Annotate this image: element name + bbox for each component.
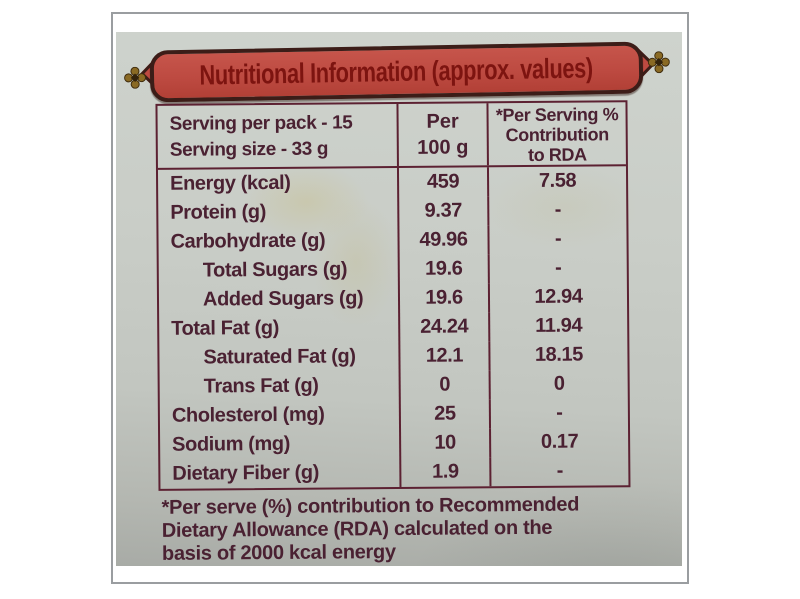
rda-footnote: *Per serve (%) contribution to Recommend… — [162, 493, 655, 566]
rda-percent-value: 11.94 — [488, 311, 628, 342]
rda-percent-value: - — [488, 398, 629, 429]
rda-percent-value: 18.15 — [488, 340, 628, 371]
rda-percent-value: - — [487, 224, 627, 255]
per-100g-header-cell: Per 100 g — [396, 103, 487, 167]
per-100g-value: 12.1 — [398, 341, 489, 372]
title-banner: Nutritional Information (approx. values) — [124, 41, 670, 103]
nutrient-label: Energy (kcal) — [170, 171, 291, 195]
nutrient-label: Carbohydrate (g) — [170, 229, 326, 253]
per-100g-value: 0 — [398, 370, 489, 401]
nutrient-label: Total Fat (g) — [171, 316, 280, 340]
per-100g-value: 49.96 — [397, 225, 488, 256]
per-100g-value: 24.24 — [398, 312, 489, 343]
per-100g-value: 9.37 — [397, 196, 488, 227]
table-row: Carbohydrate (g) 49.96- — [158, 224, 627, 257]
nutrient-label: Total Sugars (g) — [202, 258, 348, 282]
footnote-line: basis of 2000 kcal energy — [161, 541, 396, 565]
table-row: Sodium (mg) 10 0.17 — [160, 427, 629, 460]
serving-info-cell: Serving per pack - 15 Serving size - 33 … — [157, 104, 396, 168]
table-row: Total Sugars (g) 19.6- — [159, 253, 627, 286]
table-rows: Energy (kcal) 459 7.58 Protein (g) 9.37- Carb… — [158, 166, 629, 489]
rda-percent-value: 7.58 — [486, 166, 627, 197]
rda-header-cell: *Per Serving % Contribution to RDA — [486, 102, 626, 166]
nutrient-label: Trans Fat (g) — [203, 374, 319, 398]
table-row: Saturated Fat (g) 12.1 18.15 — [159, 340, 628, 373]
nutrient-label: Added Sugars (g) — [202, 287, 364, 311]
nutrient-label: Protein (g) — [170, 201, 266, 224]
nutrition-label-photo: Nutritional Information (approx. values)… — [116, 32, 682, 566]
per-100g-value: 19.6 — [397, 254, 488, 285]
table-row: Energy (kcal) 459 7.58 — [158, 166, 627, 199]
per-100g-value: 25 — [398, 399, 490, 430]
clover-ornament-right-icon — [647, 51, 670, 74]
rda-header-line3: to RDA — [527, 144, 587, 165]
rda-percent-value: 0.17 — [489, 427, 629, 458]
per-100g-header-line1: Per — [426, 110, 459, 133]
table-row: Protein (g) 9.37- — [158, 195, 627, 228]
rda-header-line1: *Per Serving % — [495, 104, 619, 126]
table-row: Added Sugars (g) 19.6 12.94 — [159, 282, 628, 315]
clover-ornament-left-icon — [124, 66, 147, 89]
rda-percent-value: - — [489, 456, 629, 487]
nutrient-label: Dietary Fiber (g) — [172, 461, 320, 485]
per-100g-value: 19.6 — [397, 283, 489, 314]
label-content: Serving per pack - 15 Serving size - 33 … — [116, 32, 682, 566]
table-header-row: Serving per pack - 15 Serving size - 33 … — [157, 102, 626, 170]
per-100g-value: 1.9 — [399, 457, 490, 488]
nutrient-label: Saturated Fat (g) — [203, 345, 356, 369]
table-row: Trans Fat (g) 0 0 — [160, 369, 628, 402]
table-row: Cholesterol (mg) 25- — [160, 398, 629, 431]
rda-percent-value: 12.94 — [487, 282, 628, 313]
rda-percent-value: - — [487, 253, 627, 284]
rda-percent-value: - — [487, 195, 627, 226]
serving-per-pack-text: Serving per pack - 15 — [169, 112, 353, 135]
nutrient-label: Cholesterol (mg) — [171, 403, 325, 427]
serving-size-text: Serving size - 33 g — [169, 138, 329, 161]
nutrient-label: Sodium (mg) — [172, 432, 291, 456]
table-row: Total Fat (g) 24.24 11.94 — [159, 311, 628, 344]
per-100g-value: 10 — [399, 428, 490, 459]
nutrition-table: Serving per pack - 15 Serving size - 33 … — [155, 100, 631, 491]
rda-header-line2: Contribution — [505, 124, 609, 146]
per-100g-header-line2: 100 g — [417, 136, 469, 159]
table-row: Dietary Fiber (g) 1.9- — [160, 456, 629, 489]
rda-percent-value: 0 — [488, 369, 628, 400]
per-100g-value: 459 — [396, 167, 488, 198]
